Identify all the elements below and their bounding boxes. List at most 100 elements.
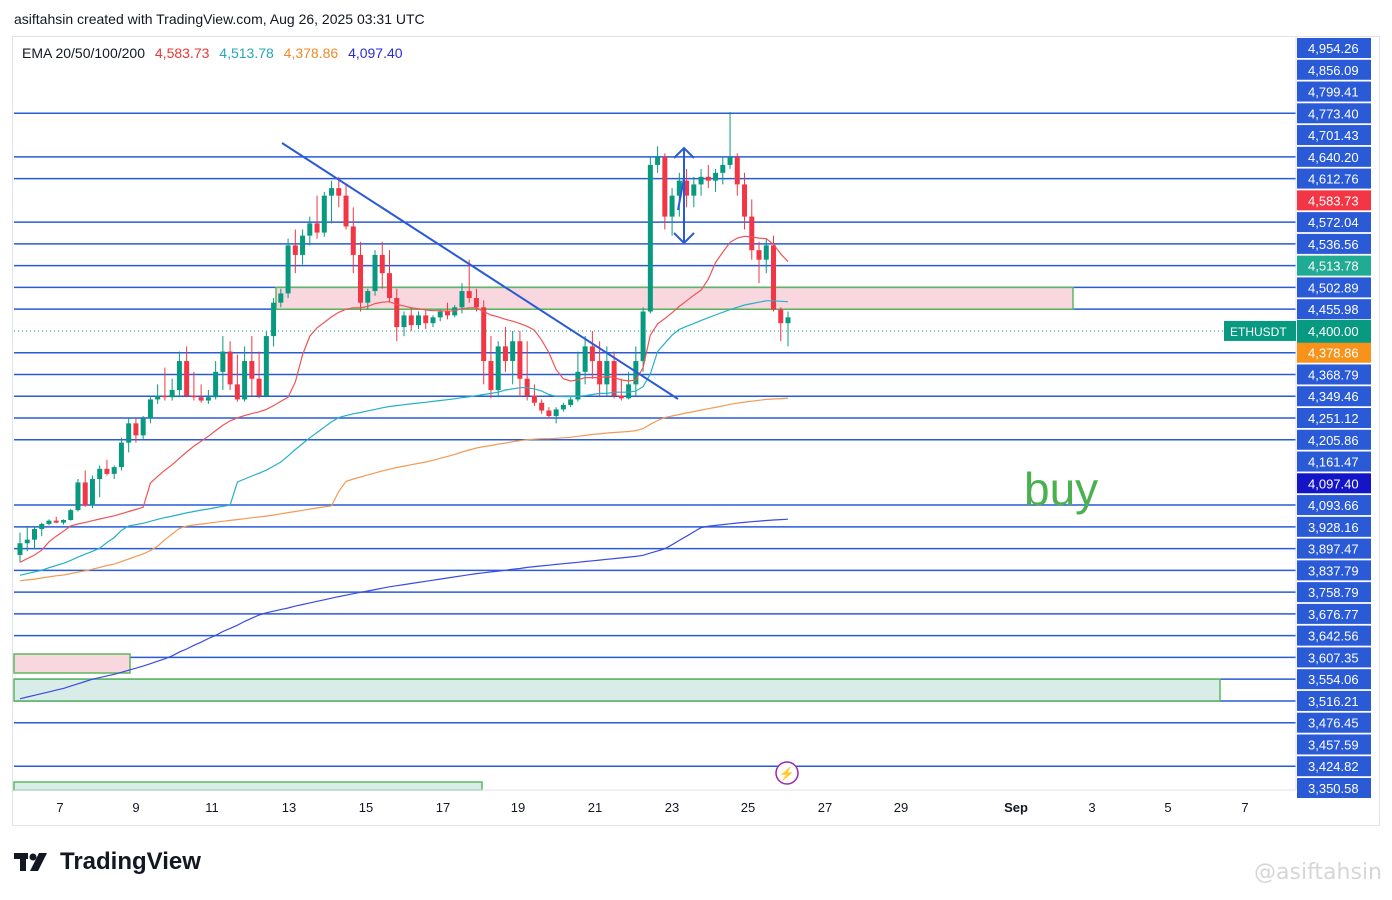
time-tick-label: 3	[1088, 800, 1095, 815]
symbol-tag: ETHUSDT	[1230, 325, 1287, 339]
time-tick-label: 25	[741, 800, 755, 815]
price-tick-label: 4,251.12	[1308, 411, 1359, 426]
bullish-candle	[568, 399, 574, 405]
bullish-candle	[24, 539, 30, 544]
time-tick-label: Sep	[1004, 800, 1028, 815]
level-label-bg	[1297, 386, 1371, 407]
time-tick-label: 19	[511, 800, 525, 815]
ema200-value: 4,097.40	[348, 45, 403, 61]
bottom-zone	[13, 781, 483, 791]
bearish-candle	[502, 346, 508, 362]
level-label-bg	[1297, 778, 1371, 798]
bearish-candle	[358, 254, 364, 303]
buy-annotation: buy	[1024, 463, 1098, 515]
bullish-candle	[31, 529, 37, 540]
bullish-candle	[126, 423, 132, 443]
chart-frame[interactable]	[12, 36, 1380, 826]
bearish-candle	[734, 156, 740, 185]
bearish-candle	[82, 482, 88, 506]
price-tick-label: 3,758.79	[1308, 585, 1359, 600]
bullish-candle	[720, 164, 726, 173]
bearish-candle	[749, 216, 755, 251]
price-tick-label: 3,642.56	[1308, 629, 1359, 644]
bearish-candle	[662, 156, 668, 217]
level-label-bg	[1297, 299, 1371, 320]
bearish-candle	[379, 254, 385, 274]
ema-line	[19, 397, 789, 582]
bearish-candle	[336, 188, 342, 196]
bullish-candle	[495, 346, 501, 390]
level-label-bg	[1297, 603, 1371, 624]
lightning-icon	[775, 761, 799, 785]
price-tick-label: 4,097.40	[1308, 476, 1359, 491]
bullish-candle	[372, 254, 378, 292]
bullish-candle	[285, 245, 291, 294]
bullish-candle	[582, 346, 588, 372]
bearish-candle	[611, 361, 617, 396]
bullish-candle	[118, 442, 124, 468]
price-tick-label: 3,897.47	[1308, 542, 1359, 557]
time-tick-label: 13	[282, 800, 296, 815]
bullish-candle	[278, 293, 284, 303]
price-tick-label: 4,954.26	[1308, 41, 1359, 56]
level-label-bg	[1297, 538, 1371, 559]
bullish-candle	[560, 404, 566, 410]
bullish-candle	[39, 523, 45, 530]
bearish-candle	[423, 315, 429, 324]
time-tick-label: 29	[894, 800, 908, 815]
symbol-tag-bg	[1224, 320, 1296, 341]
trendline	[281, 142, 679, 400]
price-tick-label: 3,424.82	[1308, 759, 1359, 774]
bullish-candle	[300, 235, 306, 255]
price-tick-label: 3,476.45	[1308, 716, 1359, 731]
price-tick-label: 4,161.47	[1308, 455, 1359, 470]
bullish-candle	[676, 180, 682, 196]
ema-line	[19, 518, 789, 700]
bearish-candle	[227, 351, 233, 385]
bullish-candle	[604, 361, 610, 385]
bullish-candle	[147, 399, 153, 419]
level-label-bg	[1297, 408, 1371, 428]
bearish-candle	[387, 273, 393, 299]
price-tick-label: 3,607.35	[1308, 650, 1359, 665]
bearish-candle	[184, 361, 190, 396]
bullish-candle	[97, 468, 103, 480]
bullish-candle	[415, 315, 421, 326]
bullish-candle	[553, 409, 559, 417]
price-tick-label: 4,701.43	[1308, 128, 1359, 143]
highlight-label-bg	[1297, 255, 1371, 276]
bullish-candle	[263, 336, 269, 396]
price-range-marker	[673, 146, 695, 245]
bullish-candle	[785, 317, 791, 324]
bearish-candle	[756, 250, 762, 260]
bullish-candle	[691, 184, 697, 196]
bearish-candle	[394, 298, 400, 328]
time-tick-label: 27	[818, 800, 832, 815]
highlight-label-bg	[1297, 473, 1371, 494]
time-tick-label: 23	[665, 800, 679, 815]
bearish-candle	[742, 184, 748, 217]
tradingview-logo[interactable]: TradingView	[14, 848, 201, 876]
price-tick-label: 4,093.66	[1308, 498, 1359, 513]
bearish-candle	[162, 395, 168, 398]
bullish-candle	[647, 164, 653, 312]
bearish-candle	[314, 223, 320, 233]
created-by-text: asiftahsin created with TradingView.com,…	[14, 11, 425, 27]
last-price-label: 4,400.00	[1308, 324, 1359, 339]
bearish-candle	[546, 410, 552, 417]
bullish-candle	[763, 245, 769, 260]
bullish-candle	[321, 195, 327, 233]
bearish-candle	[466, 291, 472, 299]
level-label-bg	[1297, 146, 1371, 167]
price-tick-label: 4,799.41	[1308, 85, 1359, 100]
price-tick-label: 3,928.16	[1308, 520, 1359, 535]
ema-legend-label: EMA 20/50/100/200	[22, 45, 145, 61]
price-tick-label: 3,516.21	[1308, 694, 1359, 709]
bullish-candle	[713, 172, 719, 181]
bullish-candle	[242, 361, 248, 400]
bullish-candle	[155, 395, 161, 400]
bullish-candle	[437, 311, 443, 318]
ema100-value: 4,378.86	[283, 45, 339, 61]
bearish-candle	[684, 180, 690, 196]
